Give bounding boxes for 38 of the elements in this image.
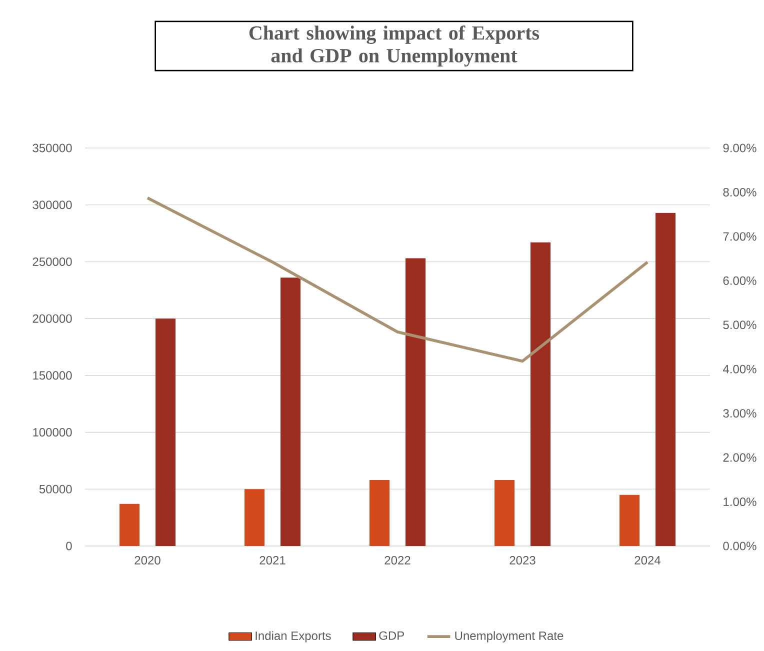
legend-label: GDP (379, 631, 404, 640)
y2-tick-label: 4.00% (722, 364, 756, 374)
bar (494, 480, 515, 546)
y2-tick-label: 1.00% (724, 498, 756, 506)
y2-tick-label: 6.00% (723, 276, 756, 285)
bar (156, 318, 176, 546)
y-tick-label: 0 (66, 542, 72, 550)
y2-tick-label: 7.00% (723, 232, 756, 241)
bar (656, 212, 676, 546)
y2-tick-label: 8.00% (723, 188, 756, 196)
y-tick-label: 300000 (32, 200, 72, 210)
bar (280, 278, 301, 546)
y-tick-label: 150000 (33, 371, 72, 380)
bar (244, 489, 265, 546)
bar (370, 480, 390, 546)
x-tick-label: 2024 (634, 556, 660, 565)
y-tick-label: 200000 (32, 314, 72, 323)
x-tick-label: 2023 (510, 556, 536, 565)
x-tick-label: 2021 (260, 556, 286, 565)
y2-tick-label: 9.00% (723, 144, 756, 152)
y2-tick-label: 3.00% (723, 409, 756, 418)
y2-tick-label: 5.00% (723, 320, 756, 330)
x-tick-label: 2022 (384, 556, 410, 565)
bar (620, 494, 640, 546)
x-tick-label: 2020 (134, 556, 160, 565)
legend-label: Unemployment Rate (455, 631, 564, 642)
bar (406, 258, 426, 546)
line-series (146, 196, 649, 363)
y-tick-label: 350000 (32, 144, 72, 152)
legend-label: Indian Exports (256, 631, 331, 642)
bar (120, 504, 140, 546)
y-tick-label: 50000 (39, 484, 72, 494)
chart-title: Chart showing impact of Exports and GDP on Unemployment (249, 25, 540, 67)
y2-tick-label: 0.00% (723, 542, 756, 550)
y-tick-label: 100000 (33, 428, 72, 437)
y-tick-label: 250000 (32, 257, 72, 266)
y2-tick-label: 2.00% (723, 453, 756, 462)
bar (530, 242, 551, 546)
